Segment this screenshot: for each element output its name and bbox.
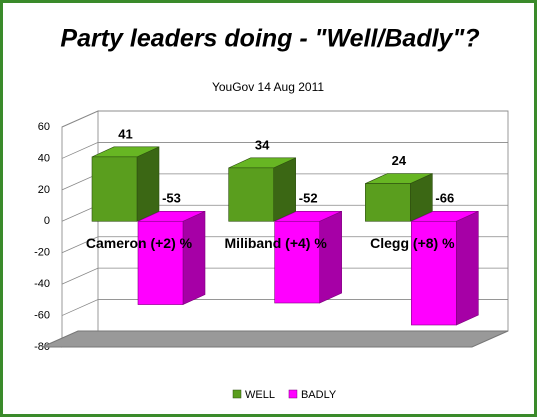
bar bbox=[274, 220, 320, 304]
bar-side bbox=[273, 157, 296, 222]
value-label: 34 bbox=[255, 137, 270, 152]
bar-side bbox=[182, 210, 206, 306]
bar bbox=[137, 220, 184, 305]
bar-side bbox=[136, 146, 160, 222]
value-label: -53 bbox=[162, 191, 181, 206]
legend-swatch bbox=[232, 389, 242, 399]
y-tick-label: 40 bbox=[38, 152, 50, 164]
legend-swatch bbox=[288, 389, 298, 399]
grid-line bbox=[61, 267, 508, 285]
chart-subtitle: YouGov 14 Aug 2011 bbox=[212, 80, 324, 94]
floor bbox=[41, 330, 509, 348]
value-label: -52 bbox=[299, 191, 318, 206]
bar-side bbox=[319, 210, 342, 304]
bar bbox=[411, 220, 457, 326]
y-tick-label: -40 bbox=[34, 278, 50, 290]
y-tick-label: 60 bbox=[38, 121, 50, 133]
y-tick-label: -60 bbox=[34, 309, 50, 321]
back-wall bbox=[61, 110, 99, 348]
x-tick-label: Miliband (+4) % bbox=[225, 235, 328, 251]
grid-line bbox=[61, 299, 508, 316]
bar bbox=[91, 156, 138, 222]
bar bbox=[228, 167, 274, 222]
value-label: 41 bbox=[118, 126, 132, 141]
chart-title: Party leaders doing - "Well/Badly"? bbox=[60, 25, 479, 53]
grid-line bbox=[61, 110, 508, 128]
y-tick-label: 20 bbox=[38, 184, 50, 196]
value-label: -66 bbox=[435, 191, 454, 206]
value-label: 24 bbox=[392, 153, 407, 168]
bar bbox=[365, 183, 411, 222]
x-tick-label: Cameron (+2) % bbox=[86, 235, 193, 251]
y-tick-label: -20 bbox=[34, 247, 50, 259]
legend-label: BADLY bbox=[301, 389, 337, 401]
y-tick-label: 0 bbox=[44, 215, 50, 227]
x-tick-label: Clegg (+8) % bbox=[370, 235, 455, 251]
bar-side bbox=[456, 210, 479, 326]
grid-line bbox=[61, 236, 508, 254]
legend-label: WELL bbox=[245, 389, 275, 401]
grid-line bbox=[61, 142, 508, 159]
